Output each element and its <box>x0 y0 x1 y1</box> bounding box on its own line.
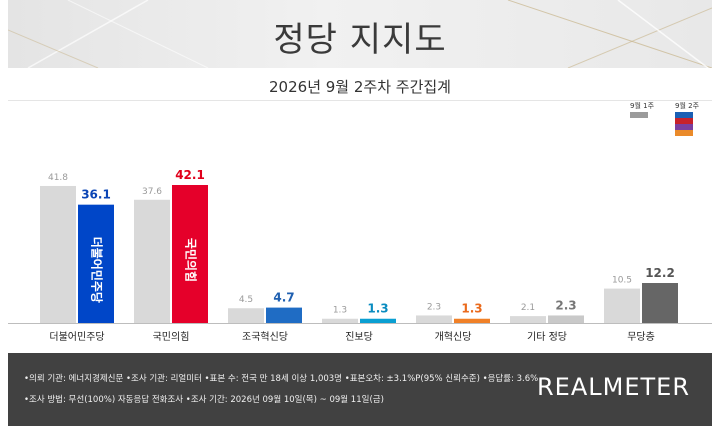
bar-prev-2 <box>228 308 264 323</box>
title-banner: 정당 지지도 <box>8 0 712 68</box>
footer: •의뢰 기관: 에너지경제신문 •조사 기관: 리얼미터 •표본 수: 전국 만… <box>8 353 712 426</box>
legend-prev: 9월 1주 <box>630 101 655 118</box>
category-label-5: 기타 정당 <box>527 331 567 343</box>
legend-curr: 9월 2주 <box>675 101 700 136</box>
value-label-curr-5: 2.3 <box>555 298 576 312</box>
realmeter-logo: REALMETER <box>537 373 690 401</box>
bar-curr-4 <box>454 318 490 323</box>
bar-prev-5 <box>510 316 546 323</box>
value-label-prev-2: 4.5 <box>239 295 253 305</box>
bar-prev-4 <box>416 315 452 323</box>
legend-prev-swatch <box>630 112 648 118</box>
bar-curr-5 <box>548 315 584 323</box>
bar-prev-1 <box>134 199 170 323</box>
value-label-curr-0: 36.1 <box>81 188 111 202</box>
bar-curr-6 <box>642 283 678 323</box>
bar-prev-6 <box>604 288 640 323</box>
value-label-curr-3: 1.3 <box>367 302 388 316</box>
footer-line-2: •조사 방법: 무선(100%) 자동응답 전화조사 •조사 기간: 2026년… <box>24 395 384 405</box>
value-label-curr-2: 4.7 <box>273 291 294 305</box>
bar-curr-1 <box>172 185 208 323</box>
legend-curr-label: 9월 2주 <box>675 102 700 110</box>
value-label-curr-4: 1.3 <box>461 302 482 316</box>
value-label-prev-1: 37.6 <box>142 187 162 197</box>
category-label-2: 조국혁신당 <box>242 331 288 343</box>
party-logo-0: 더불어민주당 <box>90 237 105 303</box>
category-label-4: 개혁신당 <box>435 331 472 343</box>
category-label-0: 더불어민주당 <box>49 331 104 343</box>
value-label-prev-0: 41.8 <box>48 173 68 183</box>
category-label-3: 진보당 <box>345 331 373 343</box>
category-label-1: 국민의힘 <box>153 331 190 343</box>
bar-curr-3 <box>360 318 396 323</box>
category-label-6: 무당층 <box>627 331 655 343</box>
value-label-prev-3: 1.3 <box>333 306 347 316</box>
value-label-prev-5: 2.1 <box>521 303 535 313</box>
page-title: 정당 지지도 <box>273 20 447 60</box>
value-label-prev-6: 10.5 <box>612 276 632 286</box>
party-logo-1: 국민의힘 <box>184 238 199 282</box>
value-label-curr-6: 12.2 <box>645 266 675 280</box>
value-label-curr-1: 42.1 <box>175 168 205 182</box>
bar-curr-0 <box>78 204 114 323</box>
legend-curr-swatch <box>675 112 693 136</box>
footer-line-1: •의뢰 기관: 에너지경제신문 •조사 기관: 리얼미터 •표본 수: 전국 만… <box>24 374 539 384</box>
value-label-prev-4: 2.3 <box>427 302 441 312</box>
bar-prev-0 <box>40 185 76 323</box>
bar-curr-2 <box>266 307 302 323</box>
decorative-lines <box>8 0 712 68</box>
divider <box>8 100 712 101</box>
subtitle: 2026년 9월 2주차 주간집계 <box>269 78 451 96</box>
bar-prev-3 <box>322 318 358 323</box>
legend-prev-label: 9월 1주 <box>630 102 655 110</box>
